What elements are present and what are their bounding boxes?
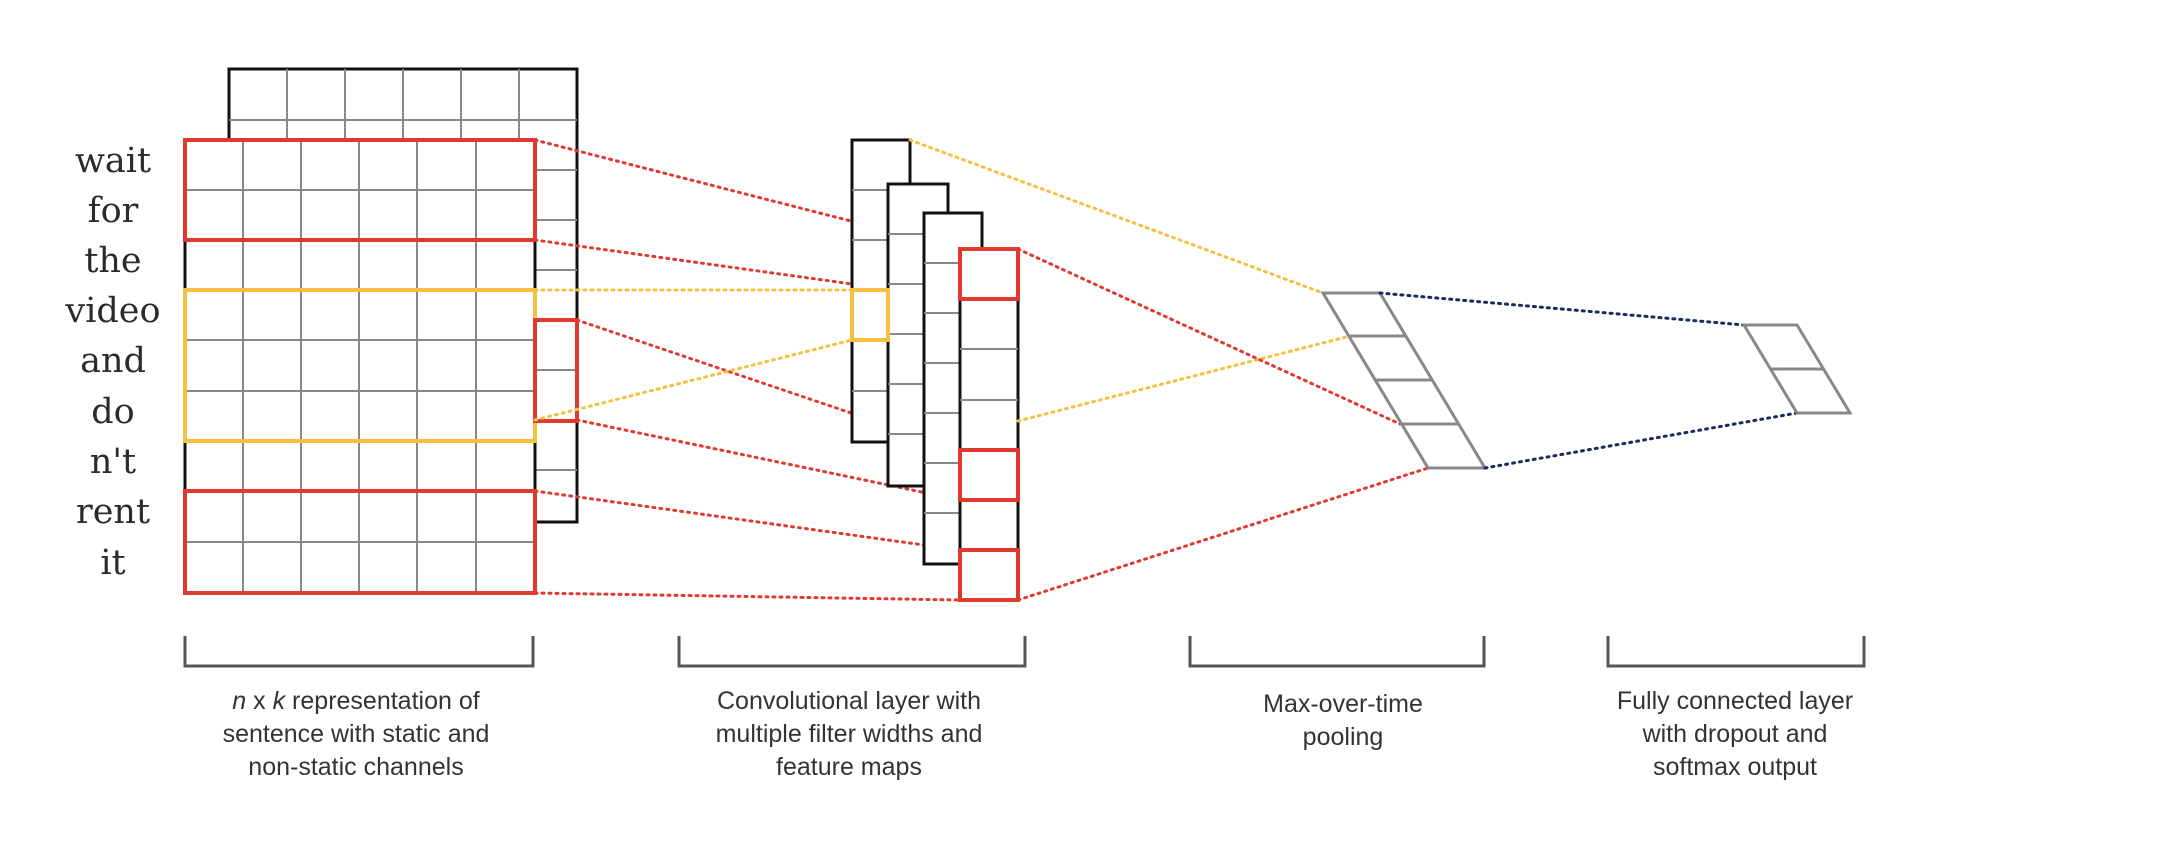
caption-input-line2: sentence with static and	[223, 720, 490, 748]
word: n't	[90, 442, 136, 482]
input-matrix-front-channel	[183, 138, 537, 595]
word: and	[80, 341, 146, 381]
caption-conv-line2: multiple filter widths and	[716, 720, 983, 748]
sentence-words: wait for the video and do n't rent it	[64, 141, 160, 583]
caption-fc-line2: with dropout and	[1642, 720, 1828, 748]
section-brackets	[183, 636, 1866, 668]
caption-pool-line1: Max-over-time	[1263, 690, 1423, 718]
caption-conv-line1: Convolutional layer with	[717, 687, 981, 715]
bracket-fc	[1606, 636, 1866, 668]
caption-input-line3: non-static channels	[248, 753, 463, 781]
captions: n x k representation of sentence with st…	[223, 687, 1854, 781]
input-region-red-bottom	[183, 489, 537, 595]
bracket-conv	[677, 636, 1027, 668]
conv-cell-red-2	[958, 448, 1020, 502]
input-region-red-top	[183, 138, 537, 242]
caption-pool-line2: pooling	[1303, 723, 1384, 751]
bracket-input	[183, 636, 535, 668]
conv-cell-red-1	[958, 247, 1020, 301]
conv-cell-yellow	[850, 288, 890, 342]
bracket-pool	[1188, 636, 1486, 668]
caption-input-line1: n x k representation of	[232, 687, 479, 715]
word: for	[88, 191, 139, 231]
conv-cell-red-3	[958, 548, 1020, 602]
fully-connected-output	[1741, 323, 1853, 415]
conv-feature-maps	[850, 138, 1020, 602]
caption-conv-line3: feature maps	[776, 753, 922, 781]
pool-to-fc-connections	[1378, 291, 1799, 470]
word: rent	[76, 492, 150, 532]
caption-fc-line3: softmax output	[1653, 753, 1817, 781]
input-region-red-back-channel	[533, 318, 579, 423]
feature-map-4	[958, 247, 1020, 602]
max-pooling-vector	[1320, 291, 1488, 470]
word: wait	[75, 141, 151, 181]
word: video	[64, 291, 160, 331]
caption-fc-line1: Fully connected layer	[1617, 687, 1853, 715]
conv-to-pool-connections	[908, 138, 1430, 602]
word: the	[84, 241, 141, 281]
word: it	[100, 543, 125, 583]
word: do	[91, 392, 134, 432]
